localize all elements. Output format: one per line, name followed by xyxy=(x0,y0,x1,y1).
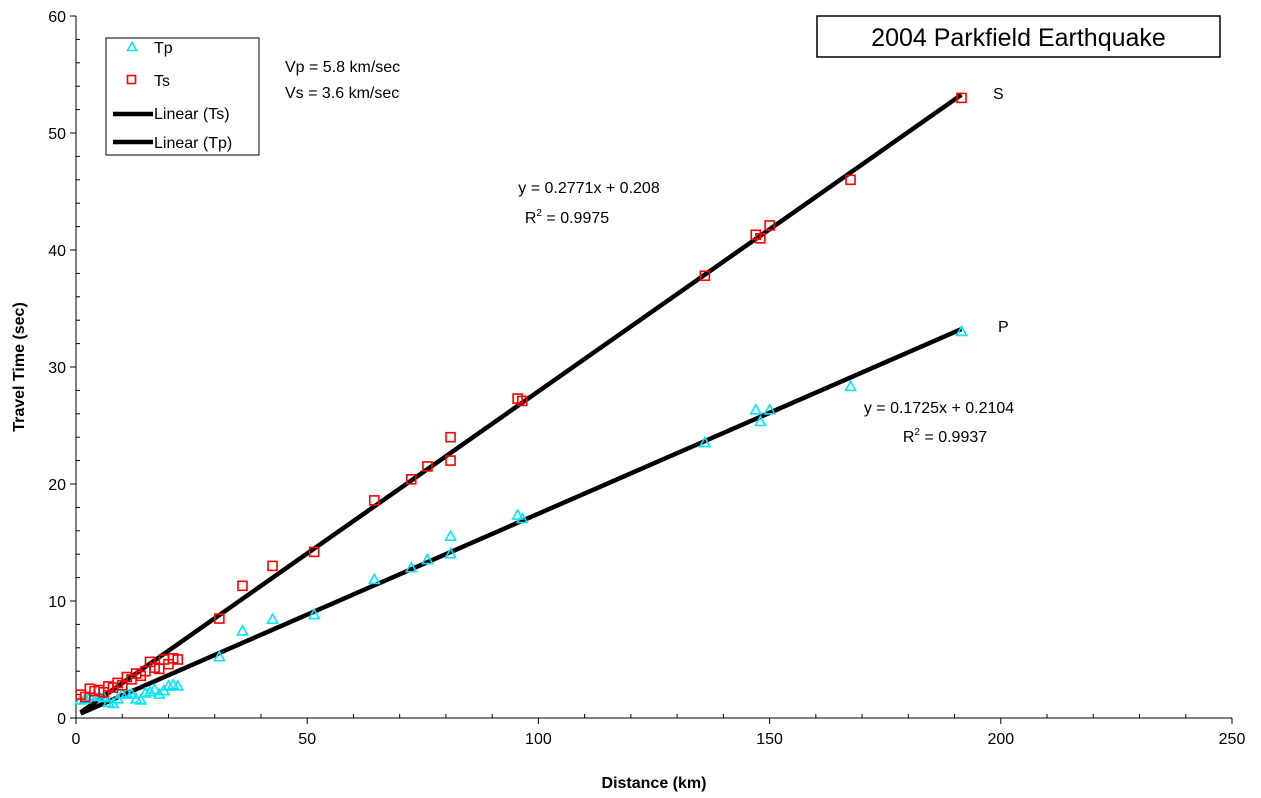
ts-point xyxy=(845,174,856,186)
plot-area: 0 10 20 30 40 50 60 0 50 100 150 200 250 xyxy=(48,9,1245,748)
tp-point xyxy=(266,612,279,625)
tp-point xyxy=(171,679,185,691)
tp-point xyxy=(125,687,138,699)
ts-point xyxy=(267,560,278,572)
series-ts xyxy=(75,92,967,703)
y-tick-label: 0 xyxy=(57,711,66,728)
tp-point xyxy=(212,650,226,662)
ts-point xyxy=(445,431,456,443)
y-tick-label: 20 xyxy=(48,477,66,494)
y-tick-label: 60 xyxy=(48,9,66,26)
ts-point xyxy=(516,395,528,407)
y-axis-title: Travel Time (sec) xyxy=(11,302,28,432)
legend-label-linear-ts: Linear (Ts) xyxy=(154,106,230,123)
ts-r-squared: R2 = 0.9975 xyxy=(525,208,609,227)
tp-point xyxy=(753,414,767,427)
legend-item-linear-tp: Linear (Tp) xyxy=(113,135,232,152)
y-tick-label: 50 xyxy=(48,126,66,143)
ts-trendline-annotation: y = 0.2771x + 0.208 R2 = 0.9975 S xyxy=(518,86,1003,227)
tp-point xyxy=(143,685,157,697)
vs-note: Vs = 3.6 km/sec xyxy=(285,85,399,102)
ts-point xyxy=(956,92,967,104)
legend-ts-square-icon xyxy=(126,74,137,85)
ts-point xyxy=(755,233,766,244)
tp-point xyxy=(844,379,857,392)
x-tick-label: 250 xyxy=(1219,731,1246,748)
ts-point xyxy=(764,220,775,231)
trendline-tp xyxy=(79,326,963,716)
legend-label-linear-tp: Linear (Tp) xyxy=(154,135,232,152)
tp-point xyxy=(78,692,92,704)
ts-point xyxy=(237,580,248,592)
ts-point xyxy=(214,613,225,624)
tp-point xyxy=(698,435,712,448)
ts-equation: y = 0.2771x + 0.208 xyxy=(518,180,660,197)
ts-point xyxy=(368,495,380,506)
tp-r-squared: R2 = 0.9937 xyxy=(903,427,987,446)
tp-point xyxy=(307,607,321,620)
tp-point xyxy=(152,687,166,699)
legend-box xyxy=(105,37,260,156)
tp-point xyxy=(421,552,434,565)
ts-point xyxy=(699,270,711,282)
legend-item-ts: Ts xyxy=(126,73,170,90)
legend: Tp Ts Linear (Ts) Linear (Tp) xyxy=(105,37,260,156)
x-tick-label: 150 xyxy=(756,731,783,748)
tp-point xyxy=(115,687,129,699)
y-tick-label: 10 xyxy=(48,594,66,611)
chart-title-box: 2004 Parkfield Earthquake xyxy=(816,15,1221,58)
y-ticks: 0 10 20 30 40 50 60 xyxy=(48,9,80,728)
tp-point xyxy=(444,547,457,559)
x-axis-title: Distance (km) xyxy=(602,775,707,792)
legend-label-tp: Tp xyxy=(154,40,173,57)
tp-equation: y = 0.1725x + 0.2104 xyxy=(864,400,1014,417)
ts-end-label: S xyxy=(993,86,1004,103)
x-ticks: 0 50 100 150 200 250 xyxy=(72,714,1246,748)
tp-point xyxy=(763,403,776,415)
ts-point xyxy=(172,654,184,665)
vp-note: Vp = 5.8 km/sec xyxy=(285,59,400,76)
title-border xyxy=(816,15,1221,58)
ts-point xyxy=(422,461,433,472)
y-tick-label: 40 xyxy=(48,243,66,260)
tp-point xyxy=(444,529,457,541)
tp-point xyxy=(955,324,968,337)
tp-point xyxy=(148,682,161,695)
x-tick-label: 0 xyxy=(72,731,81,748)
tp-point xyxy=(162,679,175,691)
tp-end-label: P xyxy=(998,319,1009,336)
chart-title: 2004 Parkfield Earthquake xyxy=(871,24,1166,52)
velocity-note: Vp = 5.8 km/sec Vs = 3.6 km/sec xyxy=(285,59,400,102)
legend-item-linear-ts: Linear (Ts) xyxy=(113,106,230,123)
legend-label-ts: Ts xyxy=(154,73,170,90)
y-tick-label: 30 xyxy=(48,360,66,377)
tp-point xyxy=(139,686,152,698)
tp-point xyxy=(515,511,529,524)
legend-tp-triangle-icon xyxy=(126,40,138,52)
tp-point xyxy=(511,508,524,520)
tp-point xyxy=(134,693,148,705)
series-tp xyxy=(74,324,968,709)
ts-point xyxy=(405,474,417,485)
x-tick-label: 200 xyxy=(987,731,1014,748)
ts-point xyxy=(445,455,456,466)
tp-trendline-annotation: y = 0.1725x + 0.2104 R2 = 0.9937 P xyxy=(864,319,1014,446)
legend-item-tp: Tp xyxy=(126,40,173,57)
tp-point xyxy=(367,572,381,585)
tp-point xyxy=(404,561,418,573)
tp-point xyxy=(236,624,249,636)
ts-point xyxy=(308,546,320,558)
x-tick-label: 50 xyxy=(298,731,316,748)
tp-point xyxy=(749,403,763,415)
x-tick-label: 100 xyxy=(525,731,552,748)
